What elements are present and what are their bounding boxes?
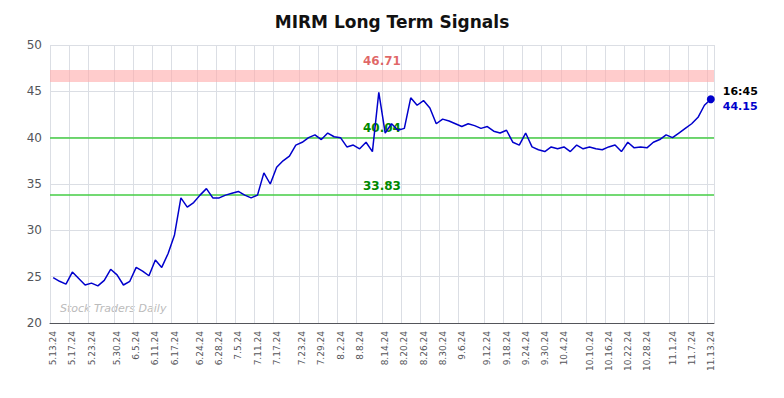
- svg-text:Stock Traders Daily: Stock Traders Daily: [60, 302, 167, 315]
- svg-text:11.7.24: 11.7.24: [687, 331, 697, 366]
- svg-text:5.13.24: 5.13.24: [48, 331, 58, 366]
- svg-text:10.22.24: 10.22.24: [623, 331, 633, 371]
- svg-text:10.10.24: 10.10.24: [585, 331, 595, 371]
- svg-text:6.24.24: 6.24.24: [195, 331, 205, 366]
- svg-text:9.30.24: 9.30.24: [540, 331, 550, 366]
- svg-text:9.18.24: 9.18.24: [502, 331, 512, 366]
- svg-text:33.83: 33.83: [363, 179, 401, 193]
- svg-text:20: 20: [27, 316, 42, 330]
- svg-text:8.26.24: 8.26.24: [419, 331, 429, 366]
- svg-text:40: 40: [27, 131, 42, 145]
- svg-text:40.04: 40.04: [363, 121, 401, 136]
- svg-text:10.28.24: 10.28.24: [642, 331, 652, 371]
- svg-text:10.16.24: 10.16.24: [604, 331, 614, 371]
- svg-text:8.14.24: 8.14.24: [380, 331, 390, 366]
- svg-text:7.5.24: 7.5.24: [233, 331, 243, 360]
- svg-text:35: 35: [27, 177, 42, 191]
- svg-text:16:45: 16:45: [723, 85, 758, 98]
- svg-text:9.12.24: 9.12.24: [482, 331, 492, 366]
- svg-text:46.71: 46.71: [363, 54, 401, 68]
- svg-text:9.24.24: 9.24.24: [521, 331, 531, 366]
- svg-text:7.29.24: 7.29.24: [316, 331, 326, 366]
- svg-text:25: 25: [27, 270, 42, 284]
- svg-text:6.11.24: 6.11.24: [150, 331, 160, 366]
- svg-text:7.17.24: 7.17.24: [272, 331, 282, 366]
- svg-text:44.15: 44.15: [723, 100, 758, 113]
- svg-text:6.5.24: 6.5.24: [131, 331, 141, 360]
- svg-text:30: 30: [27, 223, 42, 237]
- svg-text:8.2.24: 8.2.24: [336, 331, 346, 360]
- svg-text:8.20.24: 8.20.24: [399, 331, 409, 366]
- svg-text:11.13.24: 11.13.24: [706, 331, 716, 371]
- svg-text:7.11.24: 7.11.24: [253, 331, 263, 366]
- svg-text:6.28.24: 6.28.24: [214, 331, 224, 366]
- svg-text:MIRM Long Term Signals: MIRM Long Term Signals: [275, 12, 510, 32]
- svg-text:9.6.24: 9.6.24: [457, 331, 467, 360]
- svg-text:7.23.24: 7.23.24: [297, 331, 307, 366]
- svg-text:5.30.24: 5.30.24: [112, 331, 122, 366]
- svg-text:45: 45: [27, 84, 42, 98]
- svg-text:5.17.24: 5.17.24: [67, 331, 77, 366]
- svg-text:8.8.24: 8.8.24: [355, 331, 365, 360]
- svg-text:8.30.24: 8.30.24: [438, 331, 448, 366]
- svg-text:10.4.24: 10.4.24: [559, 331, 569, 366]
- svg-text:5.23.24: 5.23.24: [87, 331, 97, 366]
- svg-text:50: 50: [27, 38, 42, 52]
- svg-text:11.1.24: 11.1.24: [668, 331, 678, 366]
- svg-text:6.17.24: 6.17.24: [170, 331, 180, 366]
